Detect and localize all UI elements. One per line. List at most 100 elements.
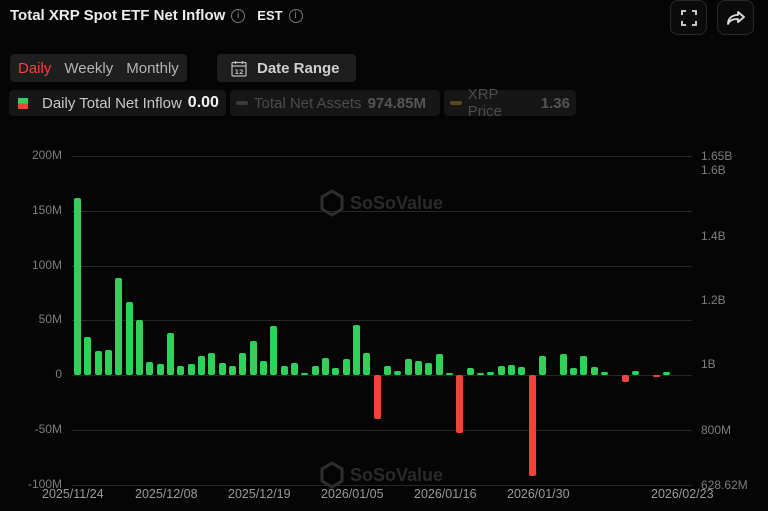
bar (280, 366, 288, 375)
info-icon[interactable]: i (231, 8, 246, 23)
y2-axis-label: 1.65B (701, 149, 733, 163)
bar (198, 356, 205, 375)
bar (632, 370, 639, 375)
y-axis-label: -50M (34, 422, 62, 436)
y-axis-label: 200M (31, 148, 62, 162)
legend-total-net-assets[interactable]: Total Net Assets 974.85M (230, 90, 440, 116)
price-legend-line-icon (450, 101, 462, 105)
share-icon (726, 10, 745, 25)
inflow-legend-swatch-icon (18, 97, 28, 109)
bar (404, 358, 412, 375)
y2-axis-label: 1.4B (701, 229, 726, 243)
legend-xrp-price[interactable]: XRP Price 1.36 (444, 86, 576, 120)
y2-axis-label: 1.2B (701, 293, 726, 307)
bar (249, 341, 257, 375)
gridline (72, 266, 692, 267)
y2-axis-label: 628.62M (701, 478, 748, 492)
fullscreen-button[interactable] (670, 0, 707, 35)
x-axis-label: 2026/01/05 (321, 487, 384, 501)
tab-daily[interactable]: Daily (18, 59, 52, 77)
bar (301, 373, 309, 375)
share-button[interactable] (717, 0, 754, 35)
bar (84, 336, 92, 375)
sosovalue-logo-icon (320, 461, 344, 489)
y2-axis-label: 1B (701, 357, 716, 371)
bar (187, 364, 195, 375)
bar (539, 356, 546, 375)
y-axis-label: -100M (27, 477, 62, 491)
bar (291, 363, 298, 375)
bar (446, 373, 453, 375)
y2-axis-label: 1.6B (701, 163, 726, 177)
bar (353, 324, 360, 375)
bar (580, 356, 588, 375)
bar (125, 301, 133, 375)
watermark-brand: SoSoValue (350, 464, 444, 485)
svg-text:12: 12 (234, 68, 243, 76)
tab-weekly[interactable]: Weekly (64, 59, 114, 77)
bar (105, 349, 112, 375)
y-axis-label: 100M (31, 258, 62, 272)
bar (363, 353, 371, 375)
bar (177, 366, 185, 375)
tab-monthly[interactable]: Monthly (126, 59, 179, 77)
bar (590, 367, 598, 375)
x-axis-label: 2026/01/30 (507, 487, 570, 501)
period-tabs: Daily Weekly Monthly (10, 54, 187, 82)
bar (260, 360, 267, 375)
y-axis-label: 150M (31, 203, 62, 217)
legend-label: Total Net Assets (254, 94, 362, 112)
y-axis-label: 0 (55, 367, 62, 381)
bar (487, 371, 495, 375)
bar (115, 277, 123, 375)
bar (373, 375, 381, 419)
bar (146, 361, 154, 375)
bar (570, 368, 577, 375)
bar (518, 367, 526, 375)
bar (74, 197, 81, 375)
gridline (72, 156, 692, 157)
bar (94, 350, 102, 375)
sosovalue-logo-icon (320, 189, 344, 217)
bar (384, 366, 391, 375)
assets-legend-line-icon (236, 101, 248, 105)
bar (332, 368, 340, 375)
bar (559, 354, 567, 375)
x-axis-label: 2026/02/23 (651, 487, 714, 501)
bar (218, 363, 226, 375)
bar (322, 357, 329, 375)
watermark-bottom: SoSoValue (319, 461, 443, 489)
timezone-info-icon[interactable]: i (288, 8, 303, 23)
bar (663, 371, 670, 375)
bar (156, 364, 164, 375)
y2-axis-label: 800M (701, 423, 732, 437)
x-axis-label: 2025/11/24 (42, 487, 104, 501)
title-row: Total XRP Spot ETF Net Inflow i EST i (10, 7, 303, 24)
bar (601, 371, 608, 375)
bar (425, 363, 433, 375)
legend-daily-net-inflow[interactable]: Daily Total Net Inflow 0.00 (9, 90, 226, 116)
bar (466, 368, 474, 375)
watermark-brand: SoSoValue (350, 192, 444, 213)
gridline (72, 430, 692, 431)
legend-value: 0.00 (187, 94, 219, 111)
bar (415, 360, 422, 375)
calendar-icon: 12 (231, 60, 247, 77)
watermark: SoSoValue (319, 189, 443, 217)
bar (208, 353, 216, 375)
date-range-button[interactable]: 12 Date Range (217, 54, 356, 82)
bar (167, 333, 174, 375)
bar (621, 375, 629, 382)
page-title: Total XRP Spot ETF Net Inflow (10, 7, 226, 24)
bar (394, 370, 402, 375)
gridline (72, 375, 692, 376)
bar (652, 375, 660, 378)
bar (229, 366, 236, 375)
legend-value: 1.36 (540, 94, 570, 112)
x-axis-label: 2025/12/08 (135, 487, 198, 501)
legend-label: XRP Price (467, 86, 502, 120)
bar (311, 366, 319, 375)
legend-label: Daily Total Net Inflow (42, 94, 182, 112)
bar (239, 353, 247, 375)
x-axis-label: 2025/12/19 (228, 487, 291, 501)
